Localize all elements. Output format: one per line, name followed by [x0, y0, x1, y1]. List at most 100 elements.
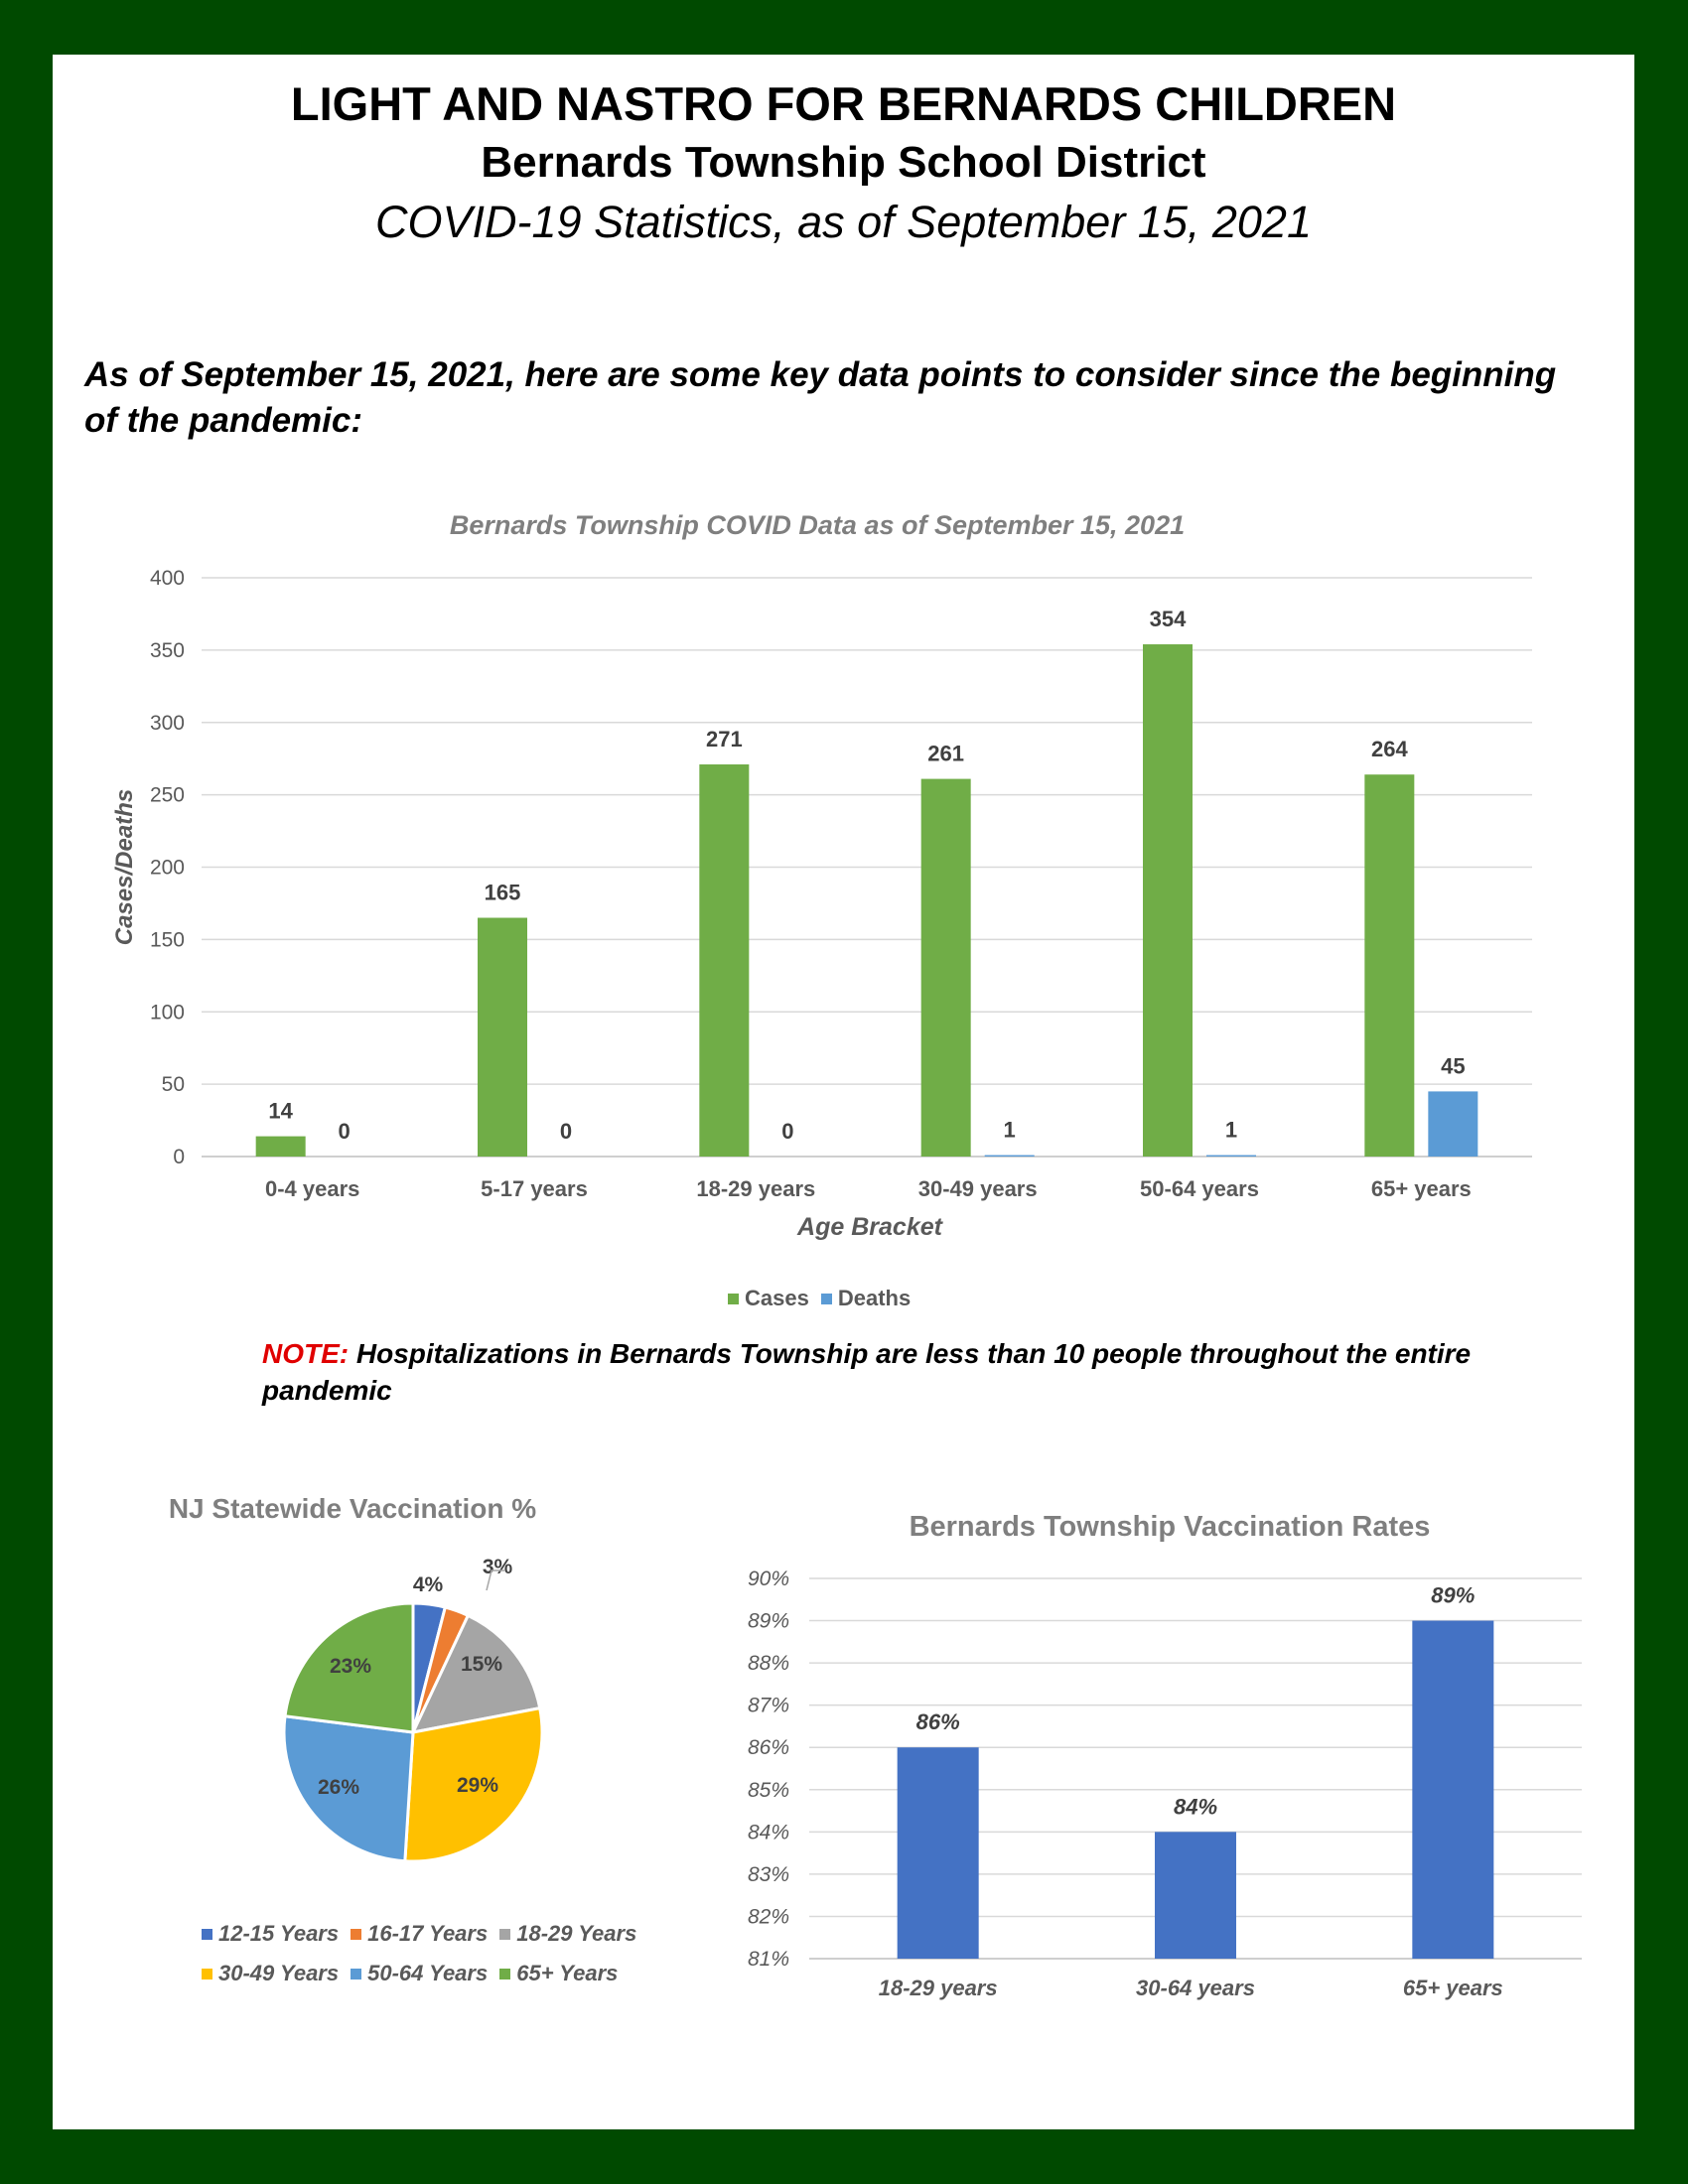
note-text: Hospitalizations in Bernards Township ar… — [262, 1338, 1472, 1406]
vaccination-y-tick-label: 89% — [748, 1610, 789, 1633]
covid-x-tick-label: 30-49 years — [918, 1176, 1038, 1201]
covid-y-tick-label: 50 — [162, 1073, 185, 1096]
cases-data-label: 264 — [1371, 737, 1408, 761]
deaths-data-label: 0 — [781, 1119, 793, 1144]
pie-slice — [403, 1706, 544, 1863]
document-title: LIGHT AND NASTRO FOR BERNARDS CHILDREN — [290, 77, 1397, 130]
vaccination-x-tick-label: 65+ years — [1403, 1976, 1503, 2000]
cases-bar — [699, 764, 750, 1157]
vaccination-y-tick-label: 84% — [748, 1821, 789, 1843]
vaccination-data-label: 89% — [1431, 1583, 1475, 1608]
vaccination-bar — [1412, 1620, 1494, 1959]
covid-y-axis-label: Cases/Deaths — [111, 789, 138, 945]
covid-x-tick-label: 5-17 years — [481, 1176, 588, 1201]
legend-label: Cases — [745, 1286, 809, 1310]
legend-label: 30-49 Years — [218, 1961, 340, 1985]
deaths-bar — [1428, 1091, 1478, 1157]
covid-y-tick-label: 200 — [150, 857, 185, 880]
vaccination-chart-title: Bernards Township Vaccination Rates — [910, 1511, 1431, 1543]
cases-data-label: 261 — [927, 742, 964, 766]
pie-chart-title: NJ Statewide Vaccination % — [169, 1493, 536, 1524]
cases-data-label: 354 — [1150, 607, 1187, 631]
pie-data-label: 23% — [330, 1655, 371, 1678]
covid-y-tick-label: 350 — [150, 639, 185, 662]
legend-swatch — [499, 1968, 511, 1979]
pie-legend-item: 30-49 Years — [202, 1961, 339, 1986]
covid-y-tick-label: 150 — [150, 928, 185, 951]
pie-chart-legend: 12-15 Years 16-17 Years 18-29 Years 30-49 Y… — [202, 1921, 678, 1986]
legend-swatch — [202, 1968, 212, 1979]
cases-bar — [1143, 644, 1193, 1157]
deaths-data-label: 45 — [1441, 1053, 1465, 1078]
pie-slice — [282, 1714, 415, 1863]
deaths-bar — [1206, 1155, 1256, 1157]
charts-canvas: Bernards Township COVID Data as of Septe… — [111, 510, 1582, 2000]
legend-label: 12-15 Years — [218, 1921, 340, 1946]
deaths-data-label: 0 — [560, 1119, 572, 1144]
covid-legend-item: Deaths — [820, 1286, 912, 1311]
vaccination-y-tick-label: 81% — [748, 1948, 789, 1971]
covid-y-tick-label: 100 — [150, 1001, 185, 1024]
vaccination-y-tick-label: 85% — [748, 1779, 789, 1802]
document-sheet: LIGHT AND NASTRO FOR BERNARDS CHILDREN B… — [53, 55, 1634, 2129]
vaccination-y-tick-label: 82% — [748, 1905, 789, 1928]
deaths-data-label: 0 — [339, 1119, 351, 1144]
legend-swatch — [351, 1968, 362, 1979]
covid-chart-title: Bernards Township COVID Data as of Septe… — [450, 510, 1185, 540]
covid-y-tick-label: 250 — [150, 784, 185, 807]
legend-swatch — [351, 1928, 362, 1940]
pie-leader-line — [486, 1570, 504, 1591]
legend-swatch — [820, 1293, 832, 1304]
covid-x-tick-label: 18-29 years — [696, 1176, 815, 1201]
pie-data-label: 26% — [318, 1776, 359, 1799]
covid-x-tick-label: 0-4 years — [265, 1176, 359, 1201]
pie-legend-item: 65+ Years — [499, 1961, 618, 1986]
pie-data-label: 4% — [413, 1573, 444, 1596]
legend-label: 50-64 Years — [367, 1961, 489, 1985]
legend-swatch — [499, 1928, 511, 1940]
vaccination-y-tick-label: 86% — [748, 1736, 789, 1759]
note-label: NOTE: — [262, 1338, 350, 1369]
covid-legend-item: Cases — [728, 1286, 809, 1311]
vaccination-bar — [897, 1747, 979, 1959]
covid-y-tick-label: 0 — [173, 1146, 185, 1168]
pie-data-label: 29% — [457, 1774, 498, 1797]
cases-bar — [1364, 774, 1415, 1157]
pie-data-label: 3% — [483, 1556, 513, 1578]
vaccination-y-tick-label: 83% — [748, 1863, 789, 1886]
vaccination-bar — [1155, 1832, 1236, 1959]
pie-legend-item: 18-29 Years — [499, 1921, 636, 1947]
covid-y-tick-label: 300 — [150, 712, 185, 735]
deaths-data-label: 1 — [1004, 1118, 1016, 1143]
pie-slice — [283, 1601, 415, 1734]
deaths-bar — [984, 1155, 1035, 1157]
legend-swatch — [728, 1293, 739, 1304]
covid-x-tick-label: 50-64 years — [1140, 1176, 1259, 1201]
legend-swatch — [202, 1928, 212, 1940]
legend-label: Deaths — [837, 1286, 912, 1310]
deaths-data-label: 1 — [1225, 1118, 1237, 1143]
vaccination-x-tick-label: 18-29 years — [879, 1976, 998, 2000]
cases-bar — [478, 917, 527, 1157]
vaccination-y-tick-label: 88% — [748, 1652, 789, 1675]
vaccination-data-label: 84% — [1174, 1794, 1217, 1819]
document-subtitle: Bernards Township School District — [481, 138, 1206, 187]
legend-label: 65+ Years — [516, 1961, 619, 1985]
legend-label: 18-29 Years — [516, 1921, 637, 1946]
covid-y-tick-label: 400 — [150, 567, 185, 590]
vaccination-x-tick-label: 30-64 years — [1136, 1976, 1255, 2000]
vaccination-y-tick-label: 87% — [748, 1695, 789, 1717]
cases-bar — [920, 778, 971, 1157]
cases-bar — [255, 1136, 306, 1157]
cases-data-label: 271 — [706, 727, 743, 751]
legend-label: 16-17 Years — [367, 1921, 489, 1946]
vaccination-y-tick-label: 90% — [748, 1568, 789, 1590]
cases-data-label: 14 — [268, 1099, 293, 1124]
vaccination-data-label: 86% — [916, 1709, 960, 1734]
pie-legend-item: 50-64 Years — [351, 1961, 488, 1986]
hospitalization-note: NOTE: Hospitalizations in Bernards Towns… — [262, 1335, 1553, 1409]
pie-data-label: 15% — [461, 1653, 502, 1676]
intro-text: As of September 15, 2021, here are some … — [84, 355, 1557, 440]
document-subheading: COVID-19 Statistics, as of September 15,… — [375, 197, 1312, 247]
covid-chart-legend: Cases Deaths — [728, 1286, 986, 1311]
